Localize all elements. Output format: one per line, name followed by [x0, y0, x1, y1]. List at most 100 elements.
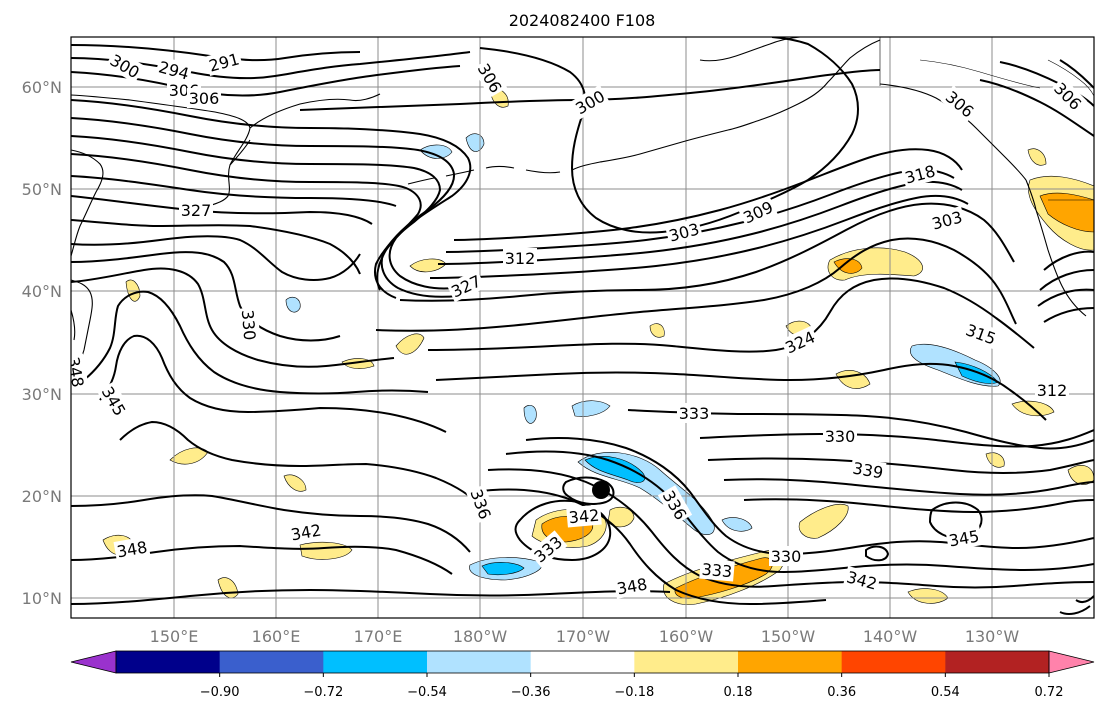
anomaly-blob	[283, 474, 307, 492]
contour-label-background	[927, 205, 967, 235]
political-borders	[879, 37, 1094, 201]
contour-label: 348	[63, 355, 87, 388]
colorbar-tick-label: −0.90	[200, 685, 240, 700]
anomaly-blob	[798, 503, 849, 539]
colorbar-swatch	[945, 651, 1050, 673]
colorbar-swatch	[427, 651, 532, 673]
contour-line	[399, 202, 1015, 302]
coastline-asia-west	[71, 149, 104, 257]
contour-label-background	[465, 484, 497, 524]
contour-line	[435, 362, 1047, 421]
coastline-gulf-alaska	[879, 83, 1027, 181]
contour-line	[83, 290, 429, 395]
anomaly-blob	[419, 144, 453, 159]
contour-line	[119, 420, 483, 509]
figure-title: 2024082400 F108	[509, 11, 656, 30]
storm-center-marker	[592, 481, 610, 499]
lon-tick-label: 130°W	[965, 627, 1020, 646]
contour-label-background	[613, 573, 651, 599]
contour-label: 312	[505, 249, 536, 268]
colorbar-tick-label: 0.72	[1035, 685, 1064, 700]
coastline-aleutians	[407, 165, 561, 185]
colorbar-swatch	[841, 651, 946, 673]
contour-label-background	[179, 200, 213, 220]
colorbar-tick-label: 0.18	[724, 685, 753, 700]
contour-line	[723, 478, 1094, 496]
colorbar-tick-label: 0.36	[827, 685, 856, 700]
anomaly-blob	[985, 452, 1005, 468]
contour-label: 333	[679, 404, 710, 423]
contour-label-background	[664, 217, 704, 247]
contour-line	[71, 235, 361, 281]
anomaly-blob	[395, 333, 425, 355]
lon-tick-label: 180°W	[453, 627, 508, 646]
anomaly-blob	[481, 562, 525, 576]
colorbar-tick-label: 0.54	[931, 685, 960, 700]
anomaly-blob	[584, 456, 646, 483]
anomaly-blob	[721, 517, 753, 532]
coastline-canada-west	[1025, 179, 1087, 317]
coastline-alaska	[727, 39, 881, 131]
lat-tick-label: 20°N	[22, 487, 62, 506]
lat-tick-label: 30°N	[22, 385, 62, 404]
contour-label-background	[780, 325, 820, 359]
lon-tick-label: 150°E	[150, 627, 199, 646]
contour-line	[71, 51, 471, 80]
contour-label-background	[154, 55, 194, 85]
contour-label-background	[900, 159, 940, 189]
contour-line	[1059, 59, 1094, 89]
contour-label-background	[657, 485, 693, 525]
contour-line	[707, 457, 1094, 474]
contour-line	[71, 99, 472, 290]
contour-label-background	[699, 558, 735, 582]
contour-label-background	[71, 353, 89, 391]
lat-tick-label: 10°N	[22, 589, 62, 608]
colorbar-min-extension	[70, 650, 117, 674]
contour-label: 306	[189, 89, 220, 108]
contour-label-background	[187, 88, 221, 108]
colorbar-tick-label: −0.18	[614, 685, 654, 700]
contour-line	[375, 237, 1017, 332]
contour-line	[979, 79, 1094, 137]
contour-label-background	[446, 269, 486, 303]
contour-line	[71, 135, 442, 299]
contour-label-background	[287, 519, 325, 545]
contour-line	[743, 498, 1094, 514]
contour-line	[453, 148, 963, 241]
contour-label-background	[945, 525, 983, 551]
contour-line	[627, 409, 1094, 450]
contour-label-background	[1048, 76, 1088, 116]
contour-label-background	[528, 530, 568, 568]
contour-line	[1059, 595, 1094, 615]
contour-label: 342	[568, 506, 600, 528]
contour-label-background	[677, 403, 711, 423]
contour-label: 327	[181, 201, 212, 220]
lat-tick-label: 50°N	[22, 180, 62, 199]
contour-line	[437, 181, 963, 265]
colorbar-tick-label: −0.36	[511, 685, 551, 700]
anomaly-blob	[833, 258, 863, 274]
contour-label-background	[823, 426, 857, 446]
lon-tick-label: 140°W	[863, 627, 918, 646]
lon-tick-label: 150°W	[761, 627, 816, 646]
longitude-labels: 150°E 160°E 170°E 180°W 170°W 160°W 150°W 140°W…	[150, 627, 1020, 646]
contour-line	[71, 251, 341, 342]
contour-label: 312	[1037, 381, 1068, 400]
contour-line	[562, 476, 615, 505]
contour-label-background	[1035, 380, 1069, 400]
latitude-labels: 60°N 50°N 40°N 30°N 20°N 10°N	[22, 78, 62, 608]
border-line	[919, 59, 1041, 89]
plot-frame	[70, 36, 1095, 619]
contour-line	[71, 494, 471, 553]
contour-label-background	[105, 48, 145, 84]
contour-line	[505, 450, 1094, 574]
contour-label-background	[113, 536, 151, 562]
lon-tick-label: 160°E	[252, 627, 301, 646]
contour-line	[71, 175, 397, 207]
colorbar-swatch	[530, 651, 635, 673]
contour-line	[71, 195, 373, 225]
contour-line	[71, 153, 422, 291]
